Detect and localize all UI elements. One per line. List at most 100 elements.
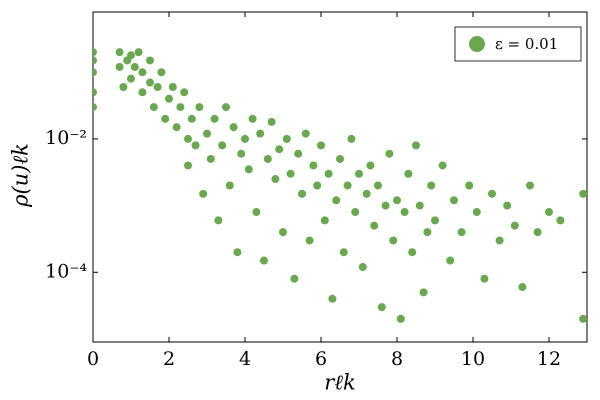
point bbox=[248, 114, 257, 123]
point bbox=[233, 248, 242, 257]
y-tick-label: 10⁻⁴ bbox=[45, 260, 87, 282]
point bbox=[93, 48, 97, 57]
point bbox=[518, 283, 527, 292]
point bbox=[260, 256, 268, 265]
point bbox=[172, 123, 181, 132]
point bbox=[165, 94, 173, 103]
point bbox=[400, 208, 409, 217]
point bbox=[180, 88, 189, 97]
x-tick-label: 10 bbox=[461, 348, 485, 370]
point bbox=[149, 103, 158, 112]
point bbox=[408, 248, 417, 257]
point bbox=[157, 68, 166, 77]
point bbox=[446, 256, 455, 265]
point bbox=[244, 165, 253, 174]
point bbox=[495, 236, 504, 245]
point bbox=[438, 161, 447, 170]
point bbox=[503, 201, 512, 210]
point bbox=[168, 83, 177, 92]
point bbox=[93, 56, 97, 65]
x-axis-label: rℓk bbox=[324, 371, 356, 395]
point bbox=[328, 294, 337, 303]
point bbox=[377, 303, 386, 312]
x-tick-label: 6 bbox=[315, 348, 327, 370]
plot-frame bbox=[92, 11, 588, 343]
point bbox=[298, 189, 306, 198]
point bbox=[423, 228, 432, 237]
point bbox=[241, 134, 249, 143]
point bbox=[146, 56, 154, 65]
point bbox=[480, 274, 489, 283]
point bbox=[305, 236, 314, 245]
point bbox=[324, 169, 333, 178]
point bbox=[115, 48, 124, 57]
point bbox=[579, 314, 587, 323]
x-tick-label: 0 bbox=[87, 348, 99, 370]
point bbox=[533, 228, 542, 237]
point bbox=[404, 169, 413, 178]
legend-label: ε = 0.01 bbox=[495, 35, 558, 53]
point bbox=[252, 208, 261, 217]
point bbox=[184, 134, 192, 143]
point bbox=[279, 228, 287, 237]
point bbox=[294, 149, 303, 158]
point bbox=[545, 208, 553, 217]
y-tick-label: 10⁻² bbox=[45, 127, 87, 149]
point bbox=[412, 141, 420, 150]
point bbox=[332, 196, 341, 205]
point bbox=[195, 103, 204, 112]
point bbox=[336, 154, 344, 163]
point bbox=[93, 68, 97, 77]
point bbox=[271, 175, 280, 184]
point bbox=[229, 123, 238, 132]
point bbox=[176, 103, 185, 112]
point bbox=[267, 117, 276, 126]
point bbox=[286, 169, 295, 178]
x-tick-label: 12 bbox=[537, 348, 561, 370]
point bbox=[465, 181, 474, 190]
point bbox=[263, 154, 272, 163]
point bbox=[153, 83, 162, 92]
point bbox=[457, 228, 466, 237]
point bbox=[370, 221, 379, 230]
point bbox=[130, 62, 139, 71]
point bbox=[237, 149, 246, 158]
legend-marker bbox=[469, 36, 485, 52]
point bbox=[431, 216, 439, 225]
point bbox=[488, 189, 496, 198]
point bbox=[214, 216, 223, 225]
point bbox=[256, 129, 265, 138]
point bbox=[419, 288, 428, 297]
point bbox=[317, 141, 325, 150]
x-tick-label: 8 bbox=[391, 348, 403, 370]
point bbox=[93, 88, 97, 97]
point bbox=[146, 78, 154, 87]
point bbox=[351, 208, 360, 217]
point bbox=[579, 189, 587, 198]
point bbox=[343, 181, 352, 190]
point bbox=[282, 134, 291, 143]
point bbox=[355, 169, 363, 178]
point bbox=[339, 248, 348, 257]
point bbox=[222, 103, 230, 112]
point bbox=[184, 161, 192, 170]
point bbox=[199, 189, 208, 198]
point bbox=[210, 114, 219, 123]
point bbox=[127, 51, 135, 60]
point bbox=[218, 141, 227, 150]
point bbox=[119, 83, 128, 92]
point bbox=[313, 181, 322, 190]
point bbox=[275, 145, 284, 154]
point bbox=[187, 114, 196, 123]
point bbox=[556, 216, 565, 225]
point bbox=[225, 181, 234, 190]
point bbox=[381, 201, 390, 210]
point bbox=[347, 134, 356, 143]
point bbox=[206, 154, 215, 163]
point bbox=[358, 262, 367, 271]
point bbox=[450, 196, 458, 205]
point bbox=[393, 196, 401, 205]
point bbox=[138, 88, 147, 97]
y-axis-label: ρ(u)ℓk bbox=[9, 143, 33, 208]
